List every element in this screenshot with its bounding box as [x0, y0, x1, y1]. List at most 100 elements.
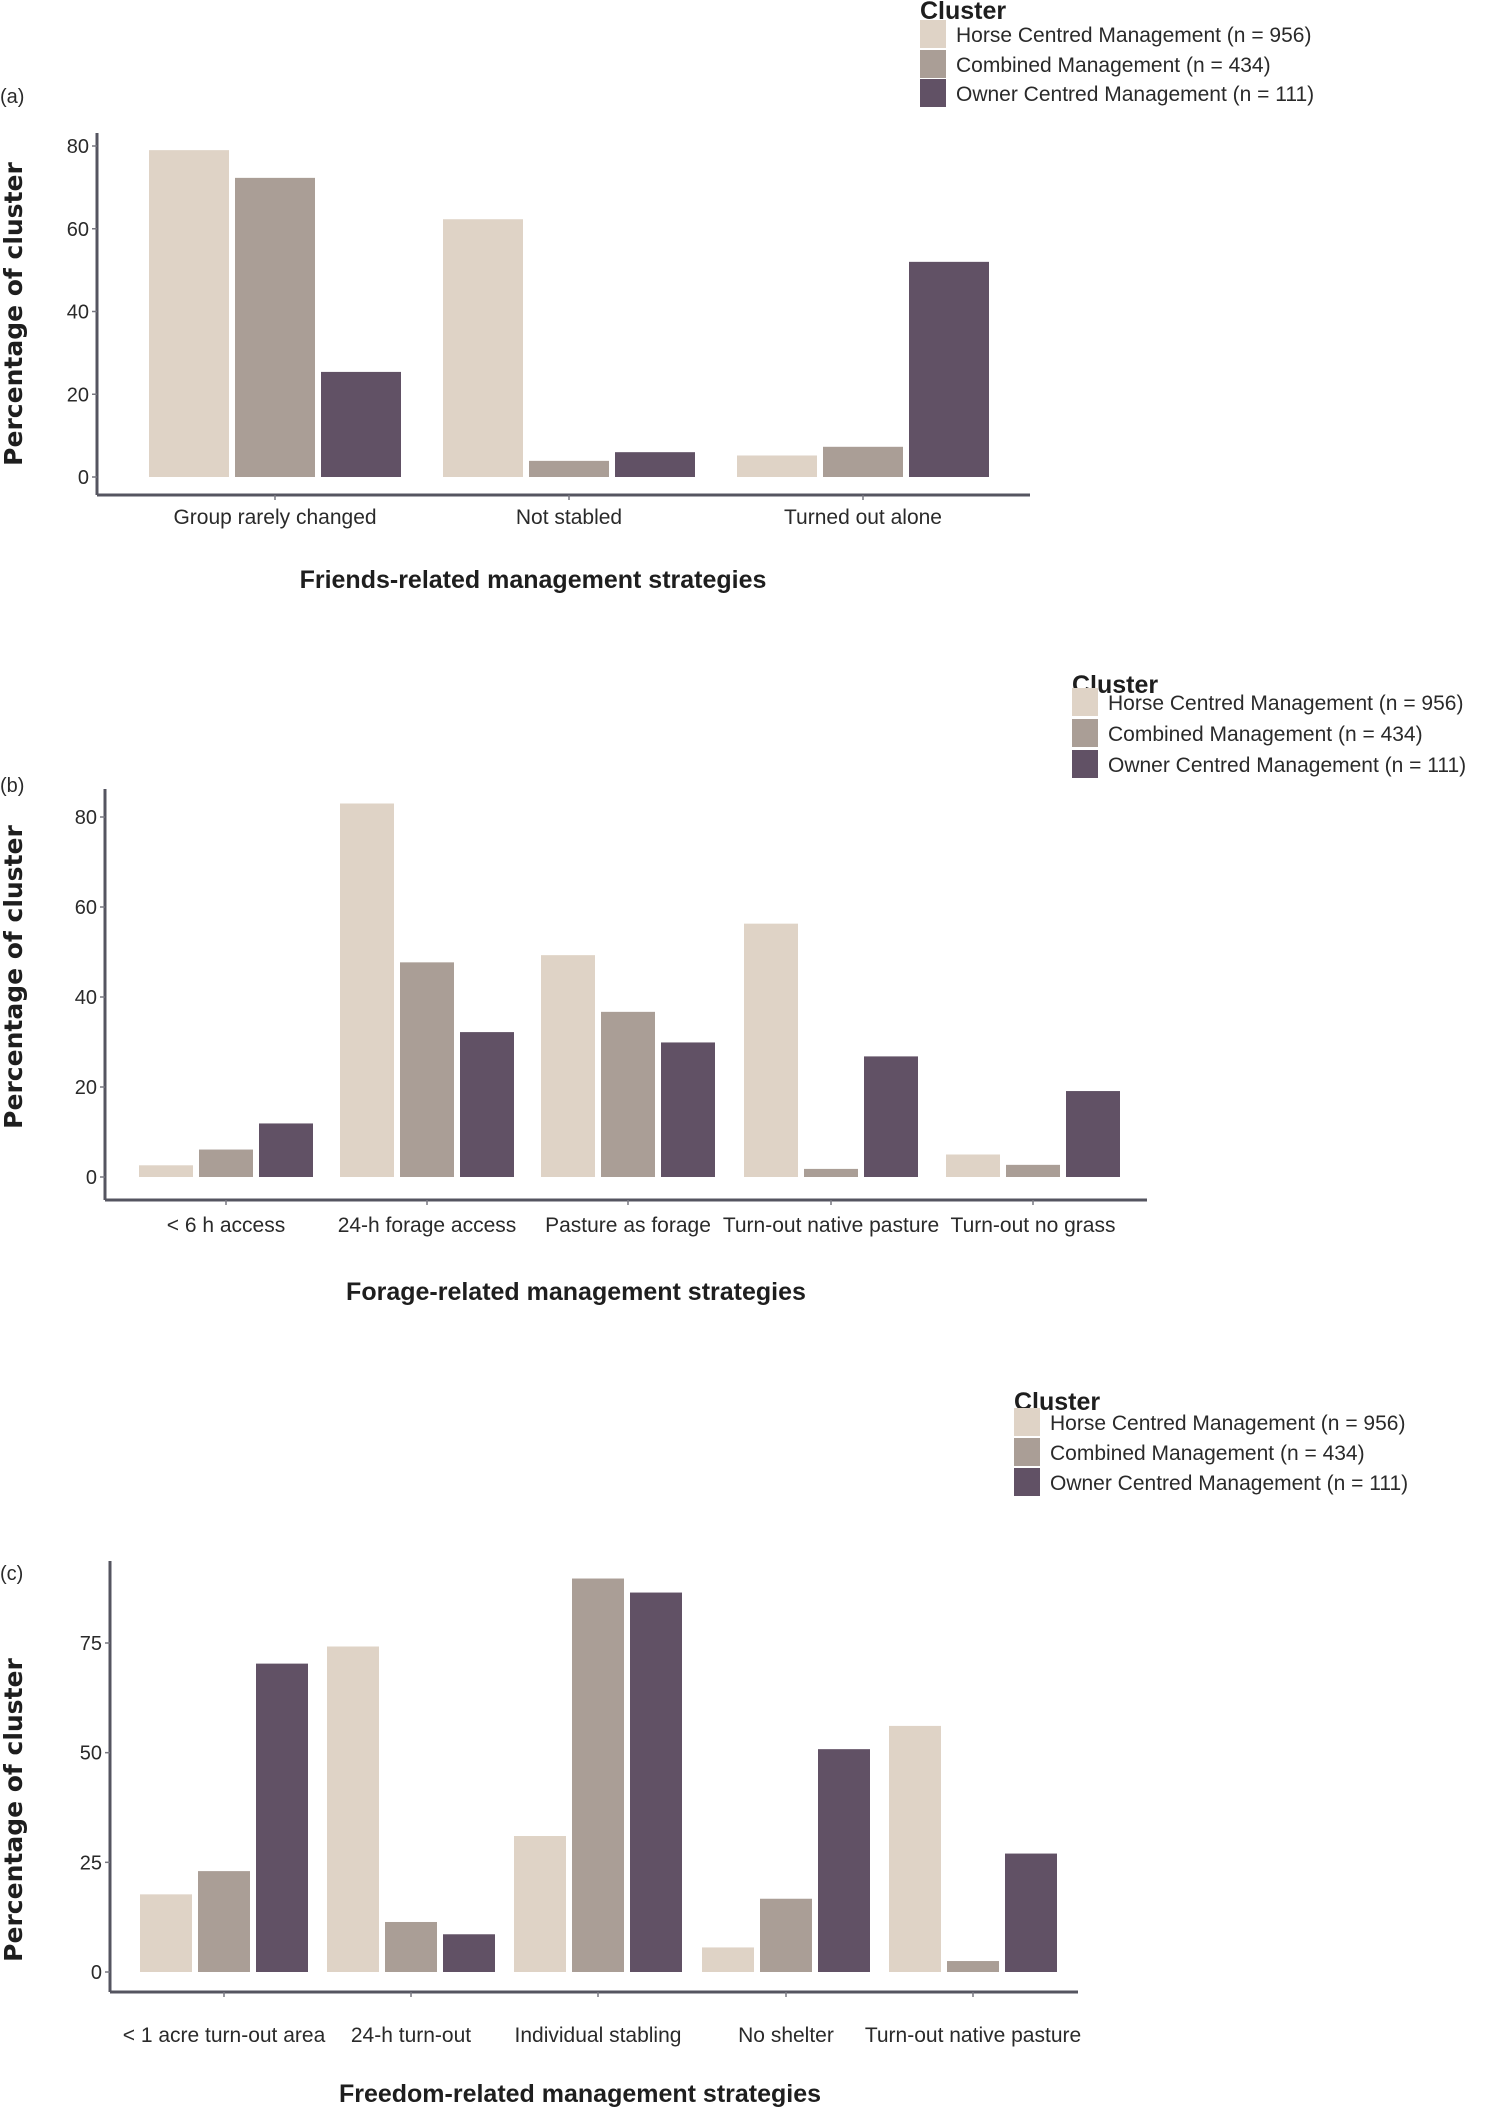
y-tick-label: 0	[91, 1962, 102, 1984]
y-tick-label: 80	[75, 807, 97, 829]
bar	[601, 1011, 655, 1177]
legend-swatch	[920, 79, 946, 107]
bar	[702, 1947, 754, 1972]
bar	[864, 1056, 918, 1177]
y-tick-label: 75	[80, 1633, 102, 1655]
bar	[443, 219, 523, 477]
x-tick-label: Turn-out native pasture	[865, 2024, 1081, 2047]
bar	[946, 1154, 1000, 1177]
bar	[529, 460, 609, 477]
bar	[149, 150, 229, 477]
x-tick-label: 24-h forage access	[338, 1214, 517, 1237]
x-tick-label: Turned out alone	[784, 506, 942, 529]
legend-item-label: Owner Centred Management (n = 111)	[956, 83, 1314, 106]
bar	[737, 455, 817, 477]
x-tick-label: Individual stabling	[515, 2024, 682, 2047]
panel-b: (b) Cluster Horse Centred Management (n …	[0, 671, 1466, 1306]
bar	[460, 1032, 514, 1177]
legend-item-label: Owner Centred Management (n = 111)	[1108, 754, 1466, 777]
bar	[572, 1578, 624, 1972]
x-tick-label: No shelter	[738, 2024, 834, 2047]
panel-label: (c)	[0, 1563, 23, 1585]
panel-label: (b)	[0, 775, 24, 797]
legend-swatch	[920, 20, 946, 48]
bar	[340, 803, 394, 1177]
bar	[514, 1836, 566, 1972]
bar	[661, 1042, 715, 1177]
bar	[321, 371, 401, 477]
y-tick-label: 80	[67, 136, 89, 158]
y-tick-label: 60	[67, 219, 89, 241]
legend-swatch	[1072, 688, 1098, 716]
legend-item-label: Combined Management (n = 434)	[956, 54, 1271, 77]
legend-item-label: Horse Centred Management (n = 956)	[1108, 692, 1463, 715]
panel-label: (a)	[0, 86, 24, 108]
bar	[615, 452, 695, 477]
bar	[760, 1898, 812, 1972]
legend: Cluster Horse Centred Management (n = 95…	[920, 0, 1314, 107]
bar	[235, 177, 315, 477]
y-tick-label: 0	[86, 1167, 97, 1189]
panel-c: (c) Cluster Horse Centred Management (n …	[0, 1388, 1408, 2108]
y-axis-title: Percentage of cluster	[0, 162, 28, 466]
bar	[889, 1725, 941, 1972]
x-tick-label: Turn-out no grass	[951, 1214, 1116, 1237]
bar	[256, 1663, 308, 1972]
x-tick-label: Not stabled	[516, 506, 622, 529]
legend-swatch	[1014, 1408, 1040, 1436]
y-tick-label: 20	[75, 1077, 97, 1099]
bar	[947, 1961, 999, 1972]
bar	[400, 962, 454, 1177]
bar	[327, 1646, 379, 1972]
bar	[541, 955, 595, 1177]
x-tick-label: < 6 h access	[167, 1214, 285, 1237]
y-tick-label: 0	[78, 467, 89, 489]
y-tick-label: 50	[80, 1743, 102, 1765]
panel-a: (a) Cluster Horse Centred Management (n …	[0, 0, 1314, 594]
x-axis-title: Forage-related management strategies	[346, 1278, 806, 1306]
y-tick-label: 20	[67, 384, 89, 406]
y-axis-title: Percentage of cluster	[0, 825, 28, 1129]
bar	[385, 1921, 437, 1972]
legend-swatch	[1014, 1468, 1040, 1496]
y-tick-label: 40	[67, 302, 89, 324]
legend-item-label: Combined Management (n = 434)	[1108, 723, 1423, 746]
legend-item-label: Owner Centred Management (n = 111)	[1050, 1472, 1408, 1495]
bar	[909, 261, 989, 477]
x-tick-label: Turn-out native pasture	[723, 1214, 939, 1237]
y-axis-title: Percentage of cluster	[0, 1658, 28, 1962]
x-tick-label: Group rarely changed	[173, 506, 376, 529]
bar	[1066, 1091, 1120, 1177]
legend-item-label: Combined Management (n = 434)	[1050, 1442, 1365, 1465]
x-tick-label: 24-h turn-out	[351, 2024, 471, 2047]
x-tick-label: Pasture as forage	[545, 1214, 711, 1237]
legend-item-label: Horse Centred Management (n = 956)	[1050, 1412, 1405, 1435]
bar	[744, 923, 798, 1177]
y-tick-label: 60	[75, 897, 97, 919]
bar	[818, 1749, 870, 1972]
bar	[1005, 1853, 1057, 1972]
legend-swatch	[1014, 1438, 1040, 1466]
legend-item-label: Horse Centred Management (n = 956)	[956, 24, 1311, 47]
x-tick-label: < 1 acre turn-out area	[123, 2024, 326, 2047]
bar	[1006, 1164, 1060, 1177]
legend-swatch	[920, 50, 946, 78]
y-tick-label: 25	[80, 1852, 102, 1874]
bar	[198, 1871, 250, 1972]
bar	[443, 1934, 495, 1972]
legend: Cluster Horse Centred Management (n = 95…	[1014, 1388, 1408, 1496]
bar	[630, 1592, 682, 1972]
legend-swatch	[1072, 750, 1098, 778]
bar	[259, 1123, 313, 1177]
y-tick-label: 40	[75, 987, 97, 1009]
x-axis-title: Freedom-related management strategies	[339, 2080, 821, 2108]
bar	[140, 1894, 192, 1972]
bar	[823, 446, 903, 477]
legend: Cluster Horse Centred Management (n = 95…	[1072, 671, 1466, 778]
bar	[139, 1165, 193, 1177]
x-axis-title: Friends-related management strategies	[300, 566, 767, 594]
bar	[804, 1168, 858, 1177]
bar	[199, 1149, 253, 1177]
legend-swatch	[1072, 719, 1098, 747]
